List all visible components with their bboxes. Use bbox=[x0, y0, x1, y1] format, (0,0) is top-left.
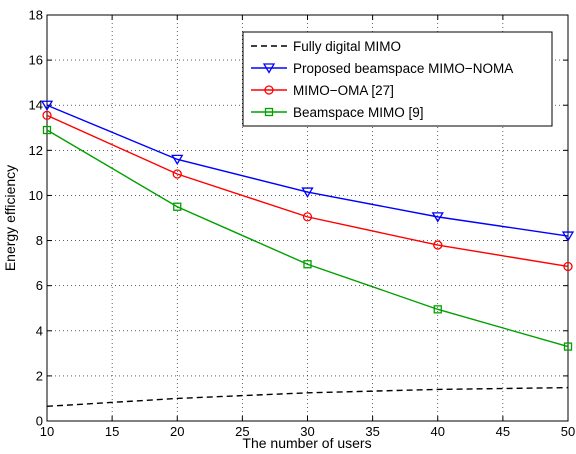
data-point bbox=[173, 202, 182, 211]
x-tick-label: 25 bbox=[235, 424, 249, 439]
x-tick-label: 35 bbox=[365, 424, 379, 439]
legend-entry: Proposed beamspace MIMO−NOMA bbox=[251, 61, 513, 76]
x-tick-label: 50 bbox=[561, 424, 575, 439]
data-point bbox=[42, 125, 52, 135]
series-line bbox=[46, 386, 569, 408]
y-tick-label: 0 bbox=[36, 414, 43, 429]
x-tick-label: 20 bbox=[170, 424, 184, 439]
data-point bbox=[431, 212, 444, 223]
data-point bbox=[42, 110, 52, 121]
x-tick-label: 45 bbox=[496, 424, 510, 439]
data-point bbox=[40, 100, 54, 112]
legend-entry: Beamspace MIMO [9] bbox=[251, 105, 424, 120]
x-tick-label: 30 bbox=[300, 424, 314, 439]
series-layer bbox=[40, 100, 575, 408]
y-axis-label: Energy efficiency bbox=[2, 165, 18, 271]
data-point bbox=[563, 342, 573, 351]
data-point bbox=[433, 240, 443, 250]
x-tick-label: 15 bbox=[105, 424, 119, 439]
data-point bbox=[563, 261, 573, 272]
data-point bbox=[172, 169, 182, 179]
data-point bbox=[303, 260, 312, 269]
series-1 bbox=[40, 100, 575, 242]
legend-marker bbox=[262, 63, 276, 74]
y-tick-label: 18 bbox=[29, 8, 43, 23]
data-point bbox=[433, 305, 442, 314]
legend-label: Proposed beamspace MIMO−NOMA bbox=[293, 61, 513, 76]
legend-marker bbox=[264, 85, 274, 95]
legend-label: MIMO−OMA [27] bbox=[293, 83, 394, 98]
x-axis-label: The number of users bbox=[242, 435, 371, 451]
data-point bbox=[302, 212, 313, 222]
series-2 bbox=[42, 110, 573, 272]
series-line bbox=[46, 129, 569, 348]
data-point bbox=[171, 154, 184, 166]
y-tick-label: 10 bbox=[29, 188, 43, 203]
x-tick-label: 10 bbox=[40, 424, 54, 439]
legend-label: Beamspace MIMO [9] bbox=[293, 105, 424, 120]
y-tick-label: 2 bbox=[36, 368, 43, 383]
legend-label: Fully digital MIMO bbox=[293, 39, 401, 54]
data-point bbox=[301, 187, 314, 198]
y-tick-label: 8 bbox=[36, 233, 43, 248]
legend-entry: MIMO−OMA [27] bbox=[251, 83, 394, 98]
y-tick-label: 16 bbox=[29, 53, 43, 68]
y-tick-label: 6 bbox=[36, 278, 43, 293]
legend: Fully digital MIMO Proposed beamspace MIM… bbox=[242, 31, 553, 127]
y-tick-label: 4 bbox=[36, 323, 43, 338]
legend-entry: Fully digital MIMO bbox=[251, 39, 401, 54]
axis-ticks: 10 15 20 25 30 35 40 45 50 0 2 4 6 8 10 12 14 16 18 bbox=[29, 8, 576, 440]
legend-box bbox=[242, 31, 553, 127]
series-line bbox=[46, 104, 569, 237]
series-0 bbox=[46, 386, 569, 408]
series-3 bbox=[42, 125, 573, 351]
series-line bbox=[46, 114, 569, 268]
data-point bbox=[561, 231, 575, 242]
y-tick-label: 14 bbox=[29, 98, 43, 113]
y-tick-label: 12 bbox=[29, 143, 43, 158]
legend-marker bbox=[264, 107, 274, 117]
x-tick-label: 40 bbox=[431, 424, 445, 439]
